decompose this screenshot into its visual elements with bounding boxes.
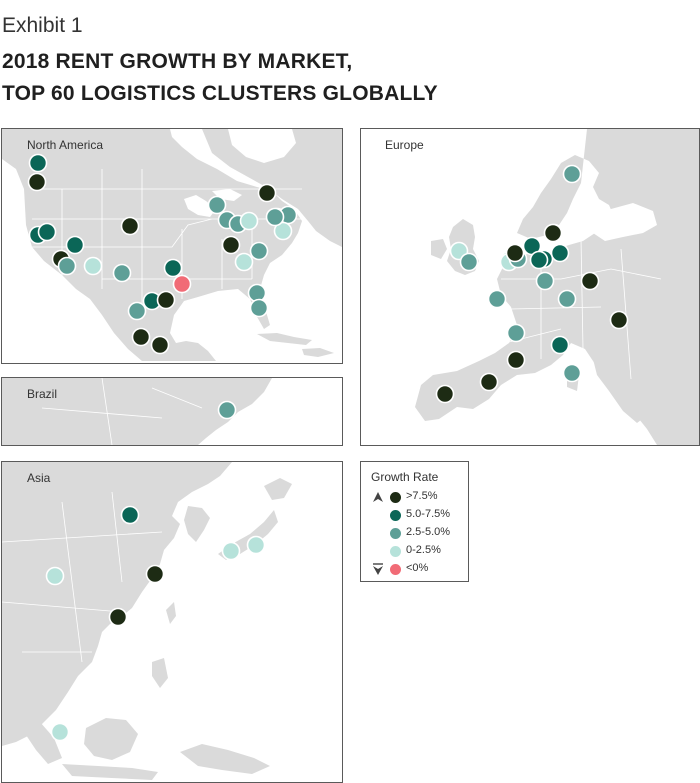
chart-title-line-2: TOP 60 LOGISTICS CLUSTERS GLOBALLY xyxy=(2,82,438,105)
market-marker xyxy=(550,243,570,263)
market-marker xyxy=(150,335,170,355)
market-marker xyxy=(249,241,269,261)
legend-label: 0-2.5% xyxy=(406,544,441,556)
brazil-market-markers xyxy=(217,400,237,420)
legend-swatch xyxy=(389,527,402,540)
region-label-asia: Asia xyxy=(27,471,51,485)
legend-swatch xyxy=(389,545,402,558)
market-marker xyxy=(156,290,176,310)
market-marker xyxy=(221,541,241,561)
legend-item-above-7-5: >7.5% xyxy=(361,489,466,505)
legend-item-5-to-7-5: 5.0-7.5% xyxy=(361,507,466,523)
market-marker xyxy=(249,298,269,318)
market-marker xyxy=(257,183,277,203)
market-marker xyxy=(550,335,570,355)
market-marker xyxy=(120,505,140,525)
market-marker xyxy=(217,400,237,420)
growth-rate-legend: Growth Rate >7.5% 5.0-7.5% 2.5-5.0% 0-2.… xyxy=(360,461,469,582)
chart-title-line-1: 2018 RENT GROWTH BY MARKET, xyxy=(2,50,353,73)
market-marker xyxy=(37,222,57,242)
market-marker xyxy=(479,372,499,392)
exhibit-label: Exhibit 1 xyxy=(2,14,83,37)
market-marker xyxy=(435,384,455,404)
market-marker xyxy=(120,216,140,236)
market-marker xyxy=(543,223,563,243)
brazil-map xyxy=(2,378,272,445)
legend-label: 2.5-5.0% xyxy=(406,526,451,538)
market-marker xyxy=(163,258,183,278)
market-marker xyxy=(609,310,629,330)
market-marker xyxy=(45,566,65,586)
market-marker xyxy=(127,301,147,321)
north-america-map xyxy=(2,129,342,361)
legend-item-2-5-to-5: 2.5-5.0% xyxy=(361,525,466,541)
market-marker xyxy=(506,323,526,343)
market-marker xyxy=(50,722,70,742)
market-marker xyxy=(487,289,507,309)
market-marker xyxy=(234,252,254,272)
market-marker xyxy=(65,235,85,255)
asia-map-panel: Asia xyxy=(1,461,343,783)
legend-label: 5.0-7.5% xyxy=(406,508,451,520)
market-marker xyxy=(535,271,555,291)
market-marker xyxy=(239,211,259,231)
region-label-brazil: Brazil xyxy=(27,387,58,401)
market-marker xyxy=(562,164,582,184)
market-marker xyxy=(108,607,128,627)
market-marker xyxy=(459,252,479,272)
region-label-north-america: North America xyxy=(27,138,104,152)
region-label-europe: Europe xyxy=(385,138,424,152)
market-marker xyxy=(529,250,549,270)
north-america-market-markers xyxy=(27,153,298,355)
market-marker xyxy=(562,363,582,383)
north-america-map-panel: North America xyxy=(1,128,343,364)
legend-item-0-to-2-5: 0-2.5% xyxy=(361,543,466,559)
market-marker xyxy=(172,274,192,294)
asia-market-markers xyxy=(45,505,266,742)
market-marker xyxy=(557,289,577,309)
legend-item-below-0: <0% xyxy=(361,561,466,577)
market-marker xyxy=(207,195,227,215)
market-marker xyxy=(83,256,103,276)
europe-map-panel: Europe xyxy=(360,128,700,446)
up-arrow-icon xyxy=(373,492,383,502)
legend-label: <0% xyxy=(406,562,429,574)
market-marker xyxy=(112,263,132,283)
europe-market-markers xyxy=(435,164,629,404)
market-marker xyxy=(246,535,266,555)
asia-map xyxy=(2,462,292,780)
market-marker xyxy=(57,256,77,276)
market-marker xyxy=(505,243,525,263)
legend-swatch xyxy=(389,563,402,576)
market-marker xyxy=(27,172,47,192)
market-marker xyxy=(580,271,600,291)
market-marker xyxy=(265,207,285,227)
market-marker xyxy=(221,235,241,255)
legend-swatch xyxy=(389,491,402,504)
market-marker xyxy=(28,153,48,173)
market-marker xyxy=(273,221,293,241)
legend-label: >7.5% xyxy=(406,490,438,502)
brazil-map-panel: Brazil xyxy=(1,377,343,446)
market-marker xyxy=(145,564,165,584)
market-marker xyxy=(506,350,526,370)
market-marker xyxy=(131,327,151,347)
europe-map xyxy=(415,129,699,445)
legend-title: Growth Rate xyxy=(371,470,439,484)
legend-swatch xyxy=(389,509,402,522)
down-arrow-icon xyxy=(373,563,383,575)
